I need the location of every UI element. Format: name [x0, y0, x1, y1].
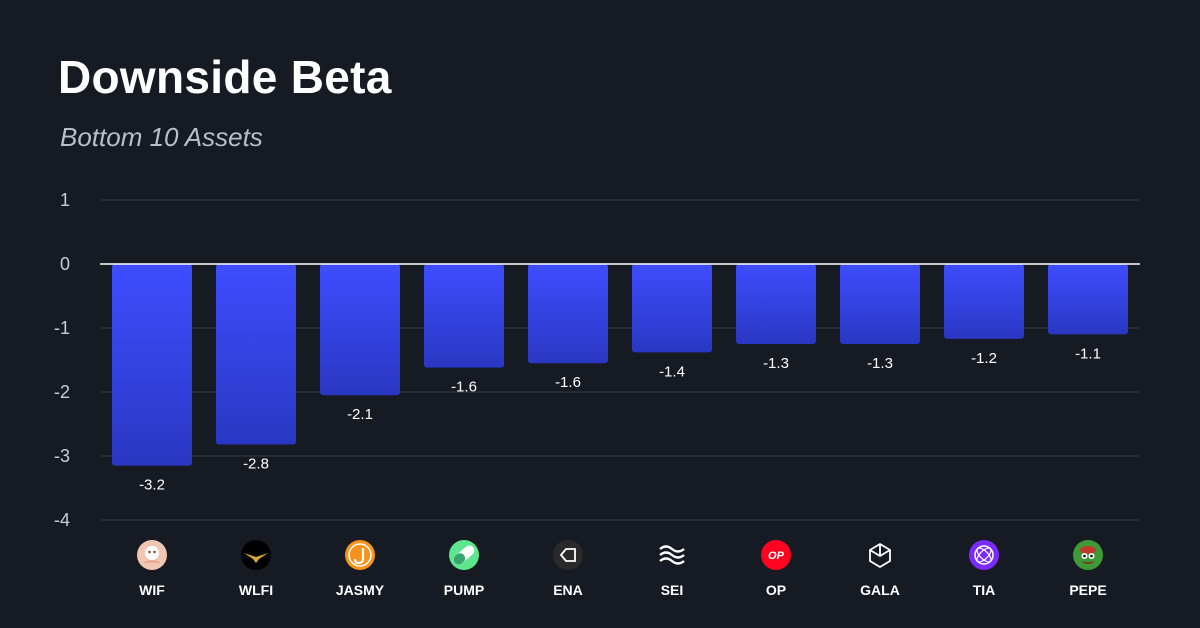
- gala-icon: [865, 540, 895, 570]
- category-label: OP: [766, 582, 786, 598]
- category-label: PUMP: [444, 582, 484, 598]
- bars: [112, 264, 1128, 466]
- pepe-icon: [1073, 540, 1103, 570]
- category-label: WLFI: [239, 582, 273, 598]
- sei-icon: [657, 540, 687, 570]
- ena-icon: [553, 540, 583, 570]
- value-label: -1.3: [763, 355, 789, 372]
- x-axis-categories: WIF WLFI JASMY PUMP ENA SEI OP OP GALA TIA PEPE: [137, 540, 1107, 598]
- y-tick-label: -4: [54, 510, 70, 530]
- svg-text:OP: OP: [768, 550, 785, 562]
- value-label: -3.2: [139, 477, 165, 494]
- chart-subtitle: Bottom 10 Assets: [60, 122, 263, 152]
- chart-title: Downside Beta: [58, 51, 392, 103]
- category-label: GALA: [860, 582, 900, 598]
- wif-icon: [137, 540, 167, 570]
- bar-wif: [112, 264, 192, 466]
- category-label: TIA: [973, 582, 996, 598]
- bar-wlfi: [216, 264, 296, 445]
- pump-icon: [449, 540, 479, 570]
- y-tick-label: -1: [54, 318, 70, 338]
- y-tick-label: 0: [60, 254, 70, 274]
- bar-op: [736, 264, 816, 344]
- bar-ena: [528, 264, 608, 364]
- y-tick-label: -3: [54, 446, 70, 466]
- category-label: SEI: [661, 582, 684, 598]
- value-label: -2.8: [243, 455, 269, 472]
- category-label: ENA: [553, 582, 583, 598]
- value-label: -2.1: [347, 406, 373, 423]
- op-icon: OP: [761, 540, 791, 570]
- bar-tia: [944, 264, 1024, 339]
- tia-icon: [969, 540, 999, 570]
- jasmy-icon: [345, 540, 375, 570]
- bar-pepe: [1048, 264, 1128, 335]
- category-label: PEPE: [1069, 582, 1106, 598]
- y-tick-label: -2: [54, 382, 70, 402]
- value-labels: -3.2 -2.8 -2.1 -1.6 -1.6 -1.4 -1.3 -1.3 -1.2 -1.1: [139, 345, 1101, 493]
- value-label: -1.6: [451, 379, 477, 396]
- wlfi-icon: [241, 540, 271, 570]
- value-label: -1.6: [555, 374, 581, 391]
- value-label: -1.1: [1075, 345, 1101, 362]
- value-label: -1.2: [971, 350, 997, 367]
- bar-gala: [840, 264, 920, 344]
- value-label: -1.3: [867, 355, 893, 372]
- category-label: JASMY: [336, 582, 385, 598]
- y-axis: 1 0 -1 -2 -3 -4: [54, 190, 70, 530]
- value-label: -1.4: [659, 363, 685, 380]
- category-label: WIF: [139, 582, 165, 598]
- bar-jasmy: [320, 264, 400, 396]
- bar-pump: [424, 264, 504, 368]
- y-tick-label: 1: [60, 190, 70, 210]
- bar-sei: [632, 264, 712, 353]
